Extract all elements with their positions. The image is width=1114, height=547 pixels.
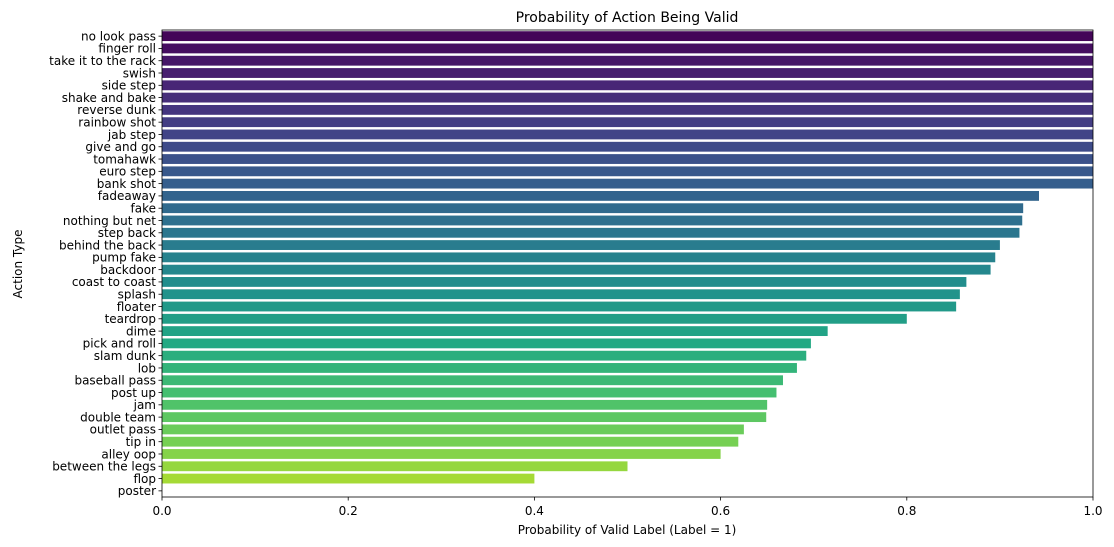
bar-no-look-pass [162,31,1093,42]
x-tick-label: 0.0 [152,504,171,518]
category-label-teardrop: teardrop [105,312,156,326]
category-label-between-the-legs: between the legs [52,460,156,474]
x-tick-label: 0.6 [711,504,730,518]
bar-bank-shot [162,178,1093,189]
x-tick-label: 0.4 [525,504,544,518]
category-label-outlet-pass: outlet pass [90,423,156,437]
bar-outlet-pass [162,424,744,435]
bar-double-team [162,412,767,423]
x-tick-label: 0.8 [897,504,916,518]
category-label-alley-oop: alley oop [101,447,156,461]
category-label-fake: fake [131,202,156,216]
bar-tip-in [162,436,739,447]
category-label-baseball-pass: baseball pass [74,374,156,388]
bar-pick-and-roll [162,338,811,349]
category-label-swish: swish [123,66,156,80]
category-label-pick-and-roll: pick and roll [83,337,156,351]
category-label-step-back: step back [98,226,156,240]
bar-baseball-pass [162,375,783,386]
category-label-slam-dunk: slam dunk [94,349,156,363]
bar-take-it-to-the-rack [162,55,1093,66]
bar-pump-fake [162,252,996,263]
category-label-floater: floater [117,300,156,314]
bar-tomahawk [162,154,1093,164]
bar-jam [162,399,768,410]
bar-post-up [162,387,777,398]
bar-fake [162,203,1024,214]
category-label-take-it-to-the-rack: take it to the rack [49,54,156,68]
bar-splash [162,289,960,300]
chart-title: Probability of Action Being Valid [516,10,739,26]
bar-between-the-legs [162,461,628,472]
bar-rainbow-shot [162,117,1093,128]
bar-teardrop [162,313,907,324]
bar-floater [162,301,957,312]
bar-alley-oop [162,449,721,459]
category-label-bank-shot: bank shot [97,177,157,191]
category-label-rainbow-shot: rainbow shot [78,115,156,129]
category-label-tomahawk: tomahawk [93,152,156,166]
category-label-no-look-pass: no look pass [81,29,156,43]
category-label-double-team: double team [80,410,156,424]
bar-give-and-go [162,141,1093,152]
bar-shake-and-bake [162,92,1093,103]
bar-dime [162,326,828,337]
bars-group [162,31,1093,484]
bar-lob [162,363,797,373]
bar-slam-dunk [162,350,807,361]
x-tick-label: 1.0 [1083,504,1102,518]
bar-finger-roll [162,43,1093,54]
category-label-jab-step: jab step [107,128,156,142]
category-label-post-up: post up [111,386,156,400]
category-label-lob: lob [138,361,156,375]
category-label-finger-roll: finger roll [98,42,156,56]
category-label-coast-to-coast: coast to coast [72,275,156,289]
y-axis-label: Action Type [11,230,25,299]
category-label-reverse-dunk: reverse dunk [77,103,156,117]
bar-behind-the-back [162,240,1000,250]
x-tick-label: 0.2 [339,504,358,518]
x-axis-ticks: 0.0 0.2 0.4 0.6 0.8 1.0 [152,497,1103,518]
category-label-jam: jam [133,398,156,412]
bar-coast-to-coast [162,277,967,287]
category-label-euro-step: euro step [99,165,156,179]
bar-step-back [162,227,1020,238]
axes-frame [161,29,1094,498]
bar-jab-step [162,129,1093,140]
category-label-side-step: side step [102,79,156,93]
category-label-pump-fake: pump fake [92,251,156,265]
bar-flop [162,473,535,484]
bar-backdoor [162,264,991,275]
category-label-nothing-but-net: nothing but net [63,214,156,228]
category-label-tip-in: tip in [126,435,156,449]
category-label-fadeaway: fadeaway [98,189,156,203]
category-label-flop: flop [133,472,156,486]
bar-side-step [162,80,1093,91]
x-axis-label: Probability of Valid Label (Label = 1) [518,523,737,537]
category-label-splash: splash [118,288,156,302]
category-label-poster: poster [118,484,156,498]
bar-swish [162,68,1093,78]
category-label-dime: dime [126,324,156,338]
bar-nothing-but-net [162,215,1023,226]
bar-fadeaway [162,190,1039,201]
category-label-give-and-go: give and go [85,140,156,154]
bar-euro-step [162,166,1093,177]
plot-area-border [161,29,1094,498]
category-label-behind-the-back: behind the back [59,238,156,252]
category-label-shake-and-bake: shake and bake [62,91,156,105]
category-label-backdoor: backdoor [100,263,156,277]
bar-reverse-dunk [162,104,1093,115]
